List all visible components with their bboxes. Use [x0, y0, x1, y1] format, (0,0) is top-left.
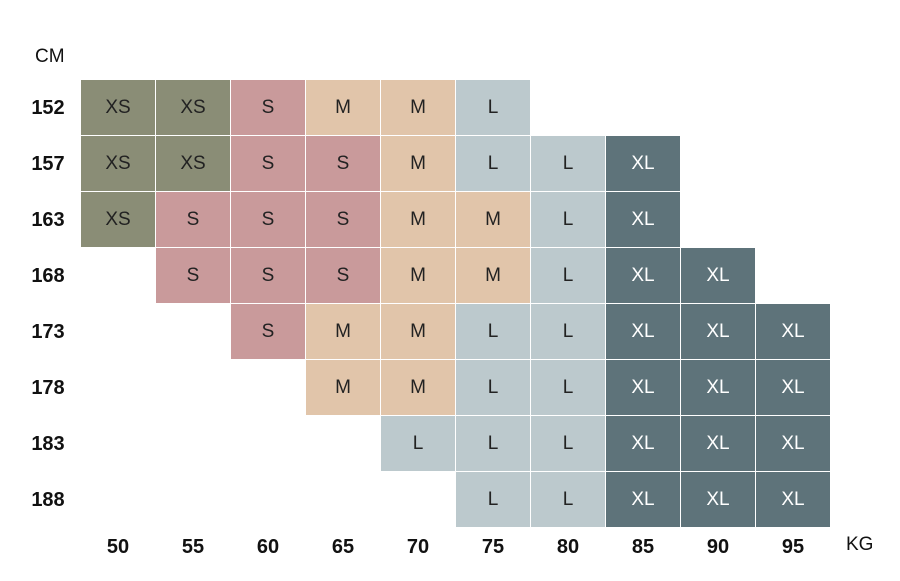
- size-cell: M: [381, 80, 456, 136]
- size-cell: M: [456, 248, 531, 304]
- size-cell: L: [531, 360, 606, 416]
- y-tick-label: 178: [31, 377, 65, 399]
- y-tick-label: 173: [31, 321, 65, 343]
- y-tick-label: 152: [31, 97, 65, 119]
- size-cell: XL: [681, 416, 756, 472]
- size-cell: S: [231, 192, 306, 248]
- size-cell: S: [231, 80, 306, 136]
- size-cell: S: [231, 136, 306, 192]
- size-cell: XL: [756, 472, 831, 528]
- size-cell: XS: [156, 80, 231, 136]
- size-cell: XS: [81, 80, 156, 136]
- size-cell: L: [531, 248, 606, 304]
- size-cell: S: [231, 304, 306, 360]
- size-cell: XL: [606, 248, 681, 304]
- size-cell: L: [456, 360, 531, 416]
- x-tick-label: 80: [556, 536, 580, 558]
- size-cell: L: [531, 192, 606, 248]
- x-tick-label: 65: [331, 536, 355, 558]
- size-cell: L: [456, 472, 531, 528]
- size-cell: S: [231, 248, 306, 304]
- size-cell: XS: [81, 136, 156, 192]
- x-tick-label: 95: [781, 536, 805, 558]
- size-cell: XL: [756, 360, 831, 416]
- size-cell: M: [381, 248, 456, 304]
- x-tick-label: 90: [706, 536, 730, 558]
- size-cell: S: [156, 248, 231, 304]
- y-tick-label: 163: [31, 209, 65, 231]
- x-tick-label: 75: [481, 536, 505, 558]
- size-cell: L: [456, 80, 531, 136]
- x-axis-unit-label: KG: [846, 534, 874, 555]
- x-tick-label: 50: [106, 536, 130, 558]
- size-cell: XL: [681, 304, 756, 360]
- size-cell: M: [381, 360, 456, 416]
- size-cell: M: [306, 360, 381, 416]
- size-cell: XL: [606, 416, 681, 472]
- size-cell: XL: [681, 248, 756, 304]
- x-tick-label: 70: [406, 536, 430, 558]
- y-tick-label: 168: [31, 265, 65, 287]
- size-cell: L: [381, 416, 456, 472]
- size-cell: XL: [756, 304, 831, 360]
- size-cell: L: [531, 304, 606, 360]
- size-cell: XL: [606, 472, 681, 528]
- size-cell: XS: [81, 192, 156, 248]
- size-cell: M: [381, 136, 456, 192]
- y-tick-label: 188: [31, 489, 65, 511]
- y-tick-label: 157: [31, 153, 65, 175]
- size-cell: XS: [156, 136, 231, 192]
- size-cell: L: [531, 416, 606, 472]
- size-cell: XL: [606, 136, 681, 192]
- size-cell: S: [306, 136, 381, 192]
- size-cell: L: [531, 136, 606, 192]
- size-cell: M: [306, 80, 381, 136]
- size-cell: L: [456, 136, 531, 192]
- x-tick-label: 85: [631, 536, 655, 558]
- size-cell: M: [381, 192, 456, 248]
- size-cell: XL: [681, 472, 756, 528]
- y-axis-unit-label: CM: [35, 46, 65, 67]
- size-cell: M: [456, 192, 531, 248]
- size-cell: XL: [606, 360, 681, 416]
- size-cell: S: [306, 192, 381, 248]
- size-cell: XL: [681, 360, 756, 416]
- size-cell: XL: [606, 192, 681, 248]
- size-cell: XL: [606, 304, 681, 360]
- size-cell: S: [306, 248, 381, 304]
- size-cell: S: [156, 192, 231, 248]
- y-tick-label: 183: [31, 433, 65, 455]
- size-cell: L: [456, 416, 531, 472]
- size-cell: M: [381, 304, 456, 360]
- x-tick-label: 60: [256, 536, 280, 558]
- size-cell: XL: [756, 416, 831, 472]
- size-cell: L: [531, 472, 606, 528]
- size-cell: M: [306, 304, 381, 360]
- x-tick-label: 55: [181, 536, 205, 558]
- size-cell: L: [456, 304, 531, 360]
